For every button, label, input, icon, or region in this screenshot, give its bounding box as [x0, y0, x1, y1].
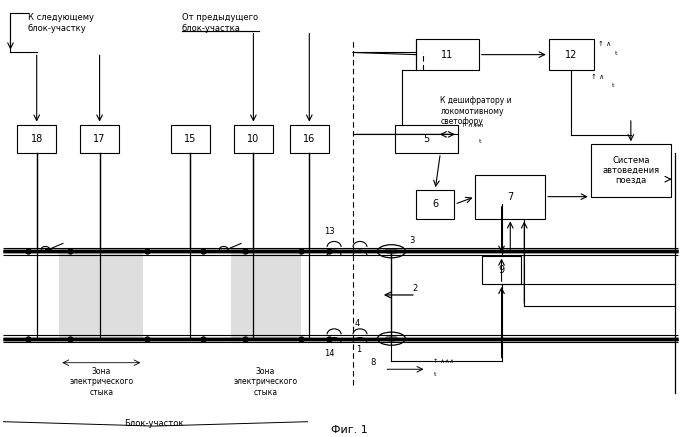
- Text: Фиг. 1: Фиг. 1: [331, 425, 368, 435]
- FancyBboxPatch shape: [17, 125, 56, 153]
- Text: 8: 8: [370, 358, 376, 367]
- Text: ↑ п.мп: ↑ п.мп: [461, 123, 484, 128]
- Text: К дешифратору и
локомотивному
светофору: К дешифратору и локомотивному светофору: [440, 96, 512, 126]
- FancyBboxPatch shape: [234, 125, 273, 153]
- Bar: [59, 249, 143, 341]
- Text: ↑ ∧: ↑ ∧: [591, 74, 604, 80]
- Text: 1: 1: [356, 345, 362, 354]
- Text: Блок-участок: Блок-участок: [124, 419, 184, 428]
- Text: К следующему
блок-участку: К следующему блок-участку: [28, 13, 94, 32]
- Text: 7: 7: [507, 192, 513, 201]
- FancyBboxPatch shape: [80, 125, 119, 153]
- FancyBboxPatch shape: [416, 39, 479, 70]
- Text: 2: 2: [412, 284, 418, 293]
- Text: ↑ ∧: ↑ ∧: [598, 41, 611, 47]
- Ellipse shape: [384, 336, 398, 342]
- Text: ↑ ∧∧∧: ↑ ∧∧∧: [433, 359, 454, 364]
- Text: 12: 12: [565, 50, 577, 59]
- Text: t: t: [433, 372, 436, 377]
- Text: Зона
электрического
стыка: Зона электрического стыка: [69, 367, 134, 397]
- FancyBboxPatch shape: [482, 256, 521, 284]
- Text: Зона
электрического
стыка: Зона электрического стыка: [233, 367, 298, 397]
- Bar: [231, 249, 301, 341]
- FancyBboxPatch shape: [475, 175, 545, 218]
- Text: 10: 10: [247, 134, 259, 144]
- FancyBboxPatch shape: [171, 125, 210, 153]
- Text: t: t: [479, 139, 482, 144]
- Text: От предыдущего
блок-участка: От предыдущего блок-участка: [182, 13, 258, 32]
- Text: 17: 17: [94, 134, 106, 144]
- Text: 18: 18: [31, 134, 43, 144]
- FancyBboxPatch shape: [290, 125, 329, 153]
- Text: t: t: [612, 83, 614, 88]
- FancyBboxPatch shape: [549, 39, 594, 70]
- FancyBboxPatch shape: [416, 190, 454, 218]
- Text: 3: 3: [409, 236, 415, 245]
- Text: 14: 14: [324, 349, 334, 358]
- Text: 5: 5: [424, 134, 429, 144]
- Text: 9: 9: [498, 265, 505, 275]
- Text: 15: 15: [185, 134, 196, 144]
- Text: 11: 11: [441, 50, 454, 59]
- FancyBboxPatch shape: [591, 144, 671, 197]
- Text: t: t: [615, 51, 618, 55]
- Ellipse shape: [384, 248, 398, 254]
- Text: Система
автоведения
поезда: Система автоведения поезда: [603, 156, 659, 185]
- Text: 6: 6: [432, 199, 438, 209]
- Text: 4: 4: [355, 319, 361, 328]
- Text: 13: 13: [324, 227, 334, 236]
- Text: 16: 16: [303, 134, 315, 144]
- FancyBboxPatch shape: [395, 125, 458, 153]
